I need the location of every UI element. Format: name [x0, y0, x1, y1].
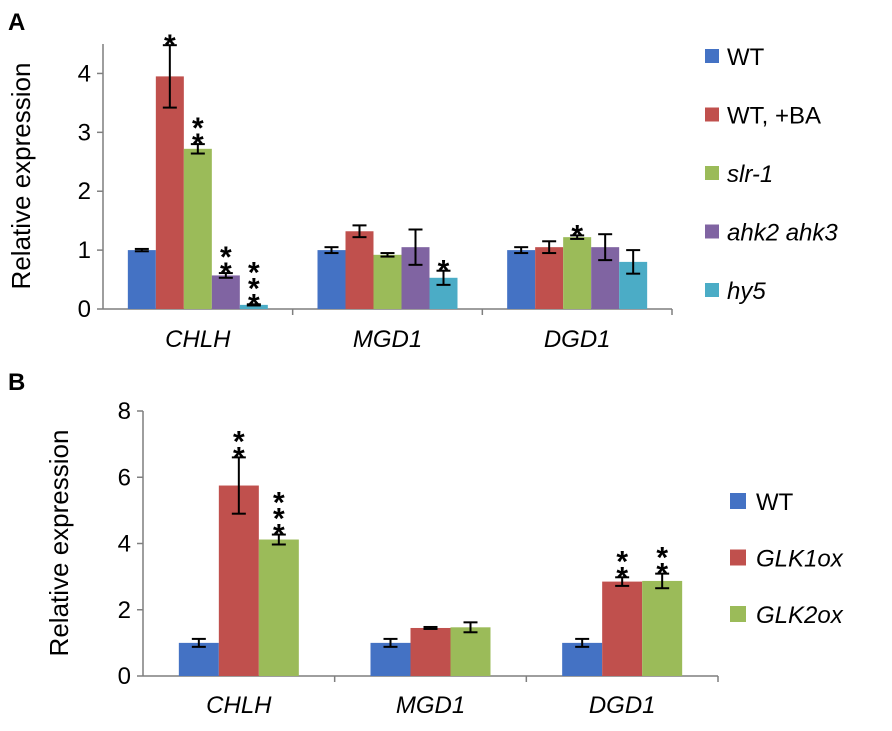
bar-glk1ox: [602, 581, 643, 676]
significance-stars: *: [164, 29, 176, 62]
x-tick-label: CHLH: [206, 692, 272, 719]
bar-slr-1: [373, 254, 402, 309]
bar-hy5: [239, 304, 268, 309]
bar-wt: [127, 250, 156, 309]
bar-wt-ba: [345, 231, 374, 309]
bar-glk1ox: [410, 627, 451, 676]
significance-stars: *: [438, 255, 450, 288]
significance-stars: **: [233, 425, 245, 474]
bar-glk2ox: [450, 627, 491, 676]
y-tick-label: 3: [78, 119, 91, 146]
y-tick-label: 2: [118, 597, 131, 624]
legend-swatch: [705, 107, 719, 122]
legend-label: WT: [727, 44, 765, 71]
legend-label: GLK2ox: [756, 602, 844, 629]
y-axis-label: Relative expression: [6, 63, 36, 290]
legend-swatch: [730, 493, 746, 509]
bar-wt: [317, 250, 346, 309]
y-tick-label: 6: [118, 464, 131, 491]
bar-wt: [562, 642, 603, 676]
legend-label: GLK1ox: [756, 546, 844, 573]
significance-stars: **: [616, 545, 628, 594]
bar-ahk2-ahk3: [211, 275, 240, 309]
significance-stars: ***: [273, 487, 285, 552]
legend-label: ahk2 ahk3: [727, 220, 838, 247]
panel-label-a: A: [8, 9, 25, 36]
bar-wt: [370, 642, 411, 676]
x-tick-label: DGD1: [544, 326, 611, 353]
legend-label: slr-1: [727, 161, 773, 188]
legend-swatch: [705, 49, 719, 63]
y-tick-label: 0: [118, 663, 131, 690]
x-tick-label: MGD1: [353, 326, 422, 353]
legend-swatch: [730, 549, 746, 566]
y-tick-label: 4: [78, 60, 91, 87]
bar-slr-1: [183, 148, 212, 309]
y-tick-label: 0: [78, 296, 91, 323]
y-tick-label: 2: [78, 178, 91, 205]
bar-wt: [507, 250, 536, 309]
y-axis-label: Relative expression: [44, 430, 74, 657]
x-tick-label: CHLH: [165, 326, 231, 353]
y-tick-label: 4: [118, 531, 131, 558]
y-tick-label: 1: [78, 237, 91, 264]
y-tick-label: 8: [118, 398, 131, 425]
bar-glk2ox: [642, 580, 683, 676]
legend-swatch: [705, 224, 719, 239]
x-tick-label: MGD1: [396, 692, 465, 719]
legend-label: hy5: [727, 278, 766, 305]
significance-stars: **: [656, 542, 668, 591]
bar-slr-1: [563, 237, 592, 309]
legend-swatch: [705, 283, 719, 297]
significance-stars: **: [220, 241, 232, 290]
bar-glk2ox: [258, 539, 299, 676]
bar-wt-ba: [535, 247, 564, 309]
legend-swatch: [705, 166, 719, 180]
x-tick-label: DGD1: [589, 692, 656, 719]
legend-label: WT: [756, 489, 794, 516]
legend-label: WT, +BA: [727, 103, 821, 130]
panel-label-b: B: [8, 369, 25, 396]
significance-stars: **: [192, 112, 204, 161]
significance-stars: *: [571, 219, 583, 252]
significance-stars: ***: [248, 256, 260, 321]
bar-wt-ba: [155, 76, 184, 309]
bar-glk1ox: [218, 485, 259, 676]
bar-wt: [178, 642, 219, 676]
legend-swatch: [730, 606, 746, 622]
